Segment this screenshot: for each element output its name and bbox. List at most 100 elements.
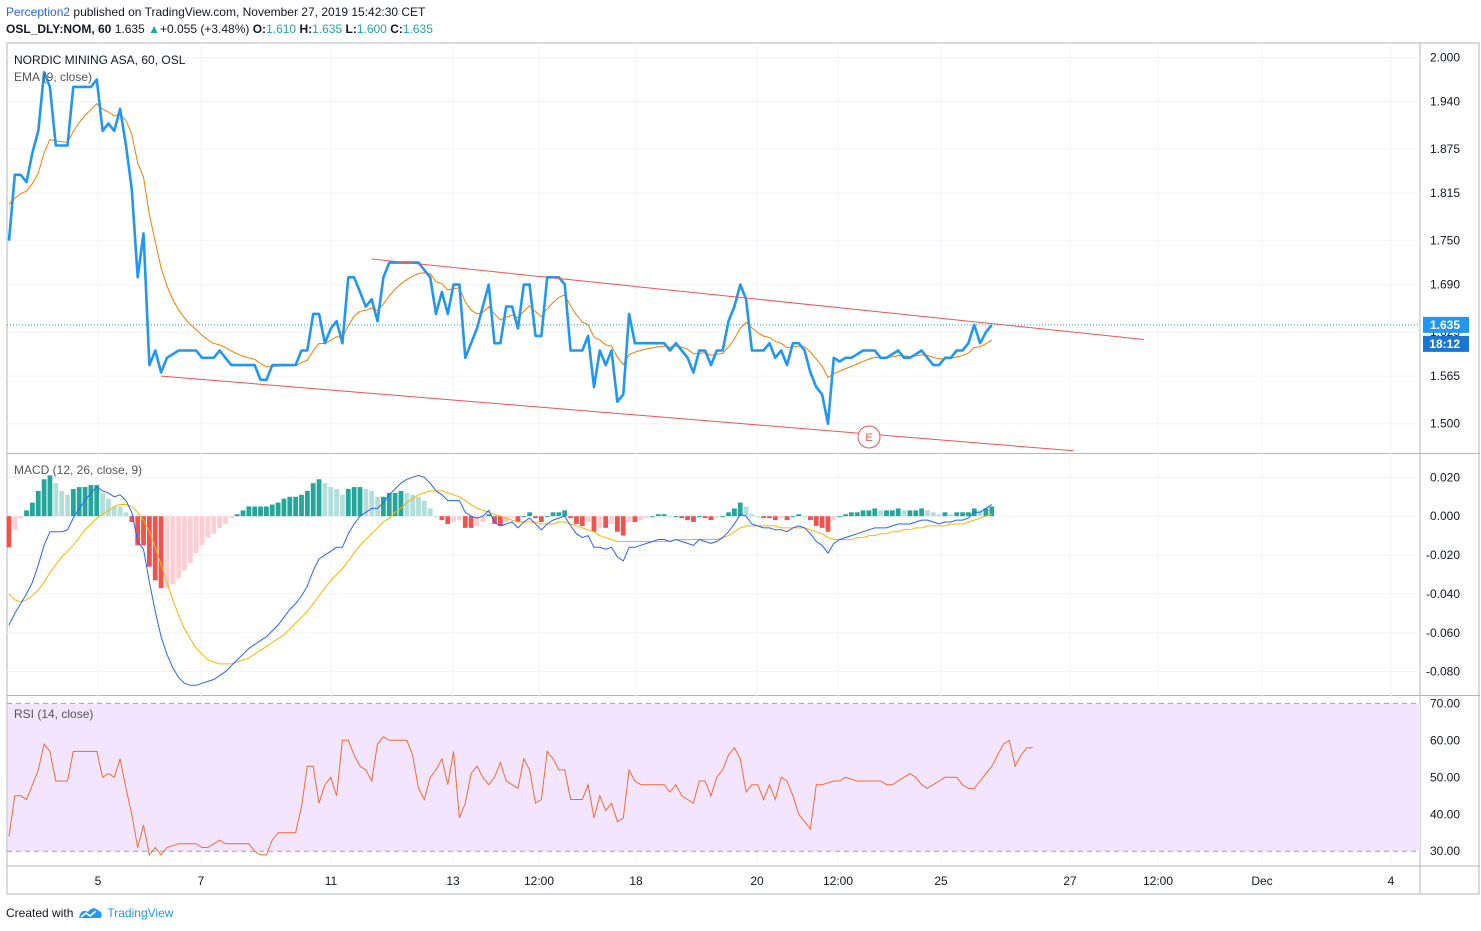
macd-histogram-bar [667, 516, 673, 518]
macd-histogram-bar [960, 512, 965, 517]
macd-histogram-bar [843, 514, 848, 517]
rsi-tick-label: 70.00 [1430, 696, 1460, 710]
macd-histogram-bar [620, 516, 626, 536]
macd-histogram-bar [948, 514, 954, 517]
macd-histogram-bar [702, 516, 708, 519]
rsi-line [8, 736, 1033, 857]
macd-histogram-bar [527, 512, 533, 517]
macd-histogram-bar [24, 510, 29, 517]
macd-histogram-bar [258, 506, 263, 517]
macd-histogram-bar [322, 483, 328, 517]
macd-histogram-bar [217, 516, 222, 528]
macd-histogram-bar [849, 512, 854, 517]
low-value: 1.600 [356, 22, 387, 36]
ema-legend: EMA (9, close) [14, 70, 92, 84]
macd-histogram-bar [421, 500, 427, 517]
macd-tick-label: 0.020 [1430, 470, 1460, 484]
macd-histogram-bar [913, 510, 919, 517]
x-tick-label: 12:00 [524, 874, 554, 888]
price-tick-label: 1.940 [1430, 95, 1460, 109]
macd-histogram-bar [141, 516, 146, 546]
rsi-tick-label: 60.00 [1430, 733, 1460, 747]
macd-histogram-bar [187, 516, 193, 563]
rsi-tick-label: 50.00 [1430, 770, 1460, 784]
macd-histogram-bar [6, 516, 12, 548]
macd-histogram-bar [966, 512, 971, 517]
macd-histogram-bar [925, 510, 930, 517]
macd-histogram-bar [211, 516, 217, 534]
macd-histogram-bar [749, 514, 755, 517]
macd-histogram-bar [977, 510, 983, 517]
macd-histogram-bar [761, 516, 767, 519]
close-value: 1.635 [402, 22, 433, 36]
macd-histogram-bar [538, 516, 544, 523]
x-tick-label: 5 [95, 874, 102, 888]
macd-tick-label: -0.020 [1426, 548, 1460, 562]
tradingview-brand[interactable]: TradingView [107, 906, 174, 920]
macd-histogram-bar [53, 483, 59, 517]
footer: Created with TradingView [6, 906, 173, 920]
earnings-marker-icon [857, 425, 881, 449]
macd-histogram-bar [281, 498, 287, 517]
macd-histogram-bar [106, 498, 111, 517]
macd-histogram-bar [878, 510, 884, 517]
macd-histogram-bar [772, 516, 778, 521]
macd-histogram-bar [778, 516, 784, 519]
countdown-tag [1423, 335, 1469, 352]
price-change: +0.055 (+3.48%) [159, 22, 250, 36]
macd-histogram-bar [831, 516, 837, 521]
macd-histogram-bar [632, 516, 638, 523]
macd-histogram-bar [585, 516, 591, 523]
macd-histogram-bar [819, 516, 825, 528]
macd-histogram-bar [930, 512, 936, 517]
change-arrow-icon: ▲ [148, 22, 160, 36]
macd-histogram-bar [767, 516, 772, 519]
macd-histogram-bar [655, 514, 661, 517]
macd-histogram-bar [790, 516, 796, 518]
macd-histogram-bar [94, 485, 100, 517]
macd-histogram-bar [176, 516, 182, 579]
symbol-info: OSL_DLY:NOM, 60 1.635 ▲+0.055 (+3.48%) O… [6, 22, 433, 36]
macd-histogram-bar [111, 506, 117, 517]
macd-histogram-bar [462, 516, 468, 528]
macd-histogram-bar [164, 516, 170, 589]
macd-tick-label: -0.040 [1426, 587, 1460, 601]
macd-histogram-bar [860, 510, 866, 517]
macd-histogram-bar [480, 516, 486, 523]
macd-histogram-bar [983, 508, 989, 517]
macd-histogram-bar [498, 516, 503, 526]
macd-histogram-bar [158, 516, 164, 589]
macd-histogram-bar [404, 492, 410, 517]
macd-histogram-bar [269, 504, 275, 517]
macd-histogram-bar [410, 494, 416, 517]
macd-histogram-bar [720, 516, 726, 518]
macd-histogram-bar [59, 490, 65, 517]
macd-histogram-bar [679, 516, 685, 519]
macd-histogram-bar [544, 516, 550, 518]
macd-tick-label: -0.060 [1426, 626, 1460, 640]
macd-histogram-bar [82, 487, 88, 517]
macd-histogram-bar [521, 516, 527, 518]
macd-histogram-bar [509, 516, 515, 519]
macd-histogram-bar [30, 502, 35, 517]
macd-histogram-bar [743, 506, 749, 517]
high-value: 1.635 [312, 22, 343, 36]
x-tick-label: 12:00 [823, 874, 853, 888]
macd-histogram-bar [88, 485, 94, 517]
macd-histogram-bar [661, 514, 667, 517]
macd-histogram-bar [936, 514, 942, 517]
macd-histogram-bar [76, 487, 82, 517]
macd-histogram-bar [123, 512, 129, 517]
macd-histogram-bar [340, 494, 345, 517]
macd-histogram-bar [451, 516, 456, 523]
macd-histogram-bar [252, 506, 258, 517]
author-link[interactable]: Perception2 [6, 5, 71, 19]
macd-tick-label: 0.000 [1430, 509, 1460, 523]
macd-histogram-bar [363, 488, 369, 517]
publish-info: Perception2 published on TradingView.com… [6, 5, 425, 19]
macd-histogram-bar [275, 502, 281, 517]
macd-histogram-bar [129, 516, 135, 523]
macd-histogram-bar [392, 492, 398, 517]
macd-line [8, 474, 993, 686]
